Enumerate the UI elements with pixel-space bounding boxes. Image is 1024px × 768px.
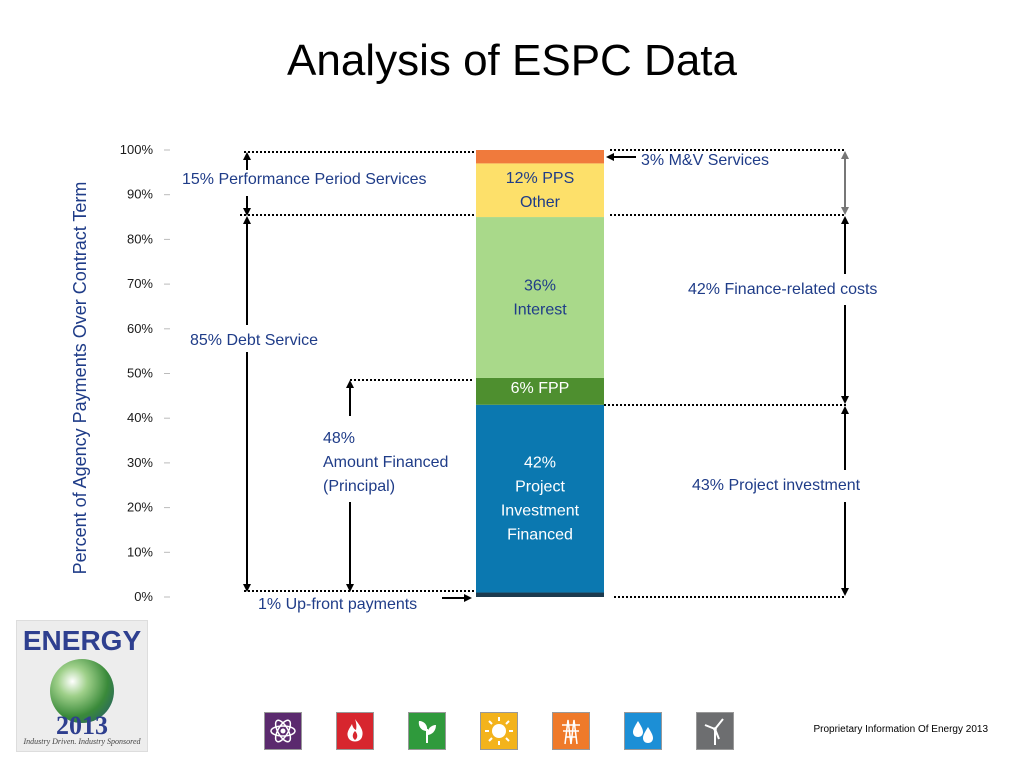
y-tick-label: 50%: [127, 366, 153, 381]
annotation-debt-service: 85% Debt Service: [190, 332, 318, 349]
y-tick-label: 30%: [127, 455, 153, 470]
annotation-mv-services: 3% M&V Services: [641, 152, 769, 169]
footer-proprietary-note: Proprietary Information Of Energy 2013: [813, 724, 988, 735]
y-tick-label: 60%: [127, 321, 153, 336]
y-axis-label: Percent of Agency Payments Over Contract…: [70, 182, 90, 575]
logo-tagline: Industry Driven. Industry Sponsored: [23, 737, 141, 746]
segment-label-project-investment-financed: 42% Project Investment Financed: [501, 455, 580, 544]
y-tick-label: 70%: [127, 276, 153, 291]
bar-segment-interest: [476, 217, 604, 378]
y-tick-label: 20%: [127, 500, 153, 515]
stacked-bar: 42% Project Investment Financed 6% FPP 36% Int…: [476, 150, 604, 597]
power-grid-icon: [552, 712, 590, 750]
slide-title: Analysis of ESPC Data: [287, 36, 737, 85]
bar-segment-pps-other: [476, 163, 604, 218]
y-axis-ticks: 0% 10% 20% 30% 40% 50% 60% 70% 80% 90% 100%: [120, 142, 170, 604]
energy-2013-logo: ENERGY 2013 Industry Driven. Industry Sp…: [16, 620, 148, 752]
segment-label-interest: 36% Interest: [513, 278, 567, 319]
logo-energy-text: ENERGY: [22, 625, 142, 656]
flame-icon: [336, 712, 374, 750]
water-drops-icon: [624, 712, 662, 750]
annotation-performance-period: 15% Performance Period Services: [182, 171, 427, 188]
logo-year-text: 2013: [56, 711, 108, 740]
bar-segment-fpp: [476, 377, 604, 405]
annotation-finance-related: 42% Finance-related costs: [688, 281, 877, 298]
y-tick-label: 0%: [134, 589, 153, 604]
annotation-project-investment: 43% Project investment: [692, 477, 861, 494]
wind-turbine-icon: [696, 712, 734, 750]
segment-label-fpp: 6% FPP: [511, 380, 570, 397]
globe-icon: [50, 659, 114, 723]
sun-icon: [480, 712, 518, 750]
y-tick-label: 10%: [127, 544, 153, 559]
y-tick-label: 90%: [127, 187, 153, 202]
y-tick-label: 80%: [127, 231, 153, 246]
annotation-upfront: 1% Up-front payments: [258, 596, 417, 613]
atom-icon: [264, 712, 302, 750]
bar-segment-project-investment-financed: [476, 404, 604, 593]
y-tick-label: 40%: [127, 410, 153, 425]
y-tick-label: 100%: [120, 142, 154, 157]
bar-segment-m-v-services: [476, 150, 604, 164]
leaf-icon: [408, 712, 446, 750]
segment-label-pps-other: 12% PPS Other: [506, 170, 574, 211]
energy-category-icons: [264, 712, 736, 750]
espc-stacked-bar-chart: Percent of Agency Payments Over Contract…: [70, 142, 877, 613]
annotation-amount-financed: 48% Amount Financed (Principal): [323, 430, 448, 495]
bar-segment-up-front-payments: [476, 592, 604, 597]
